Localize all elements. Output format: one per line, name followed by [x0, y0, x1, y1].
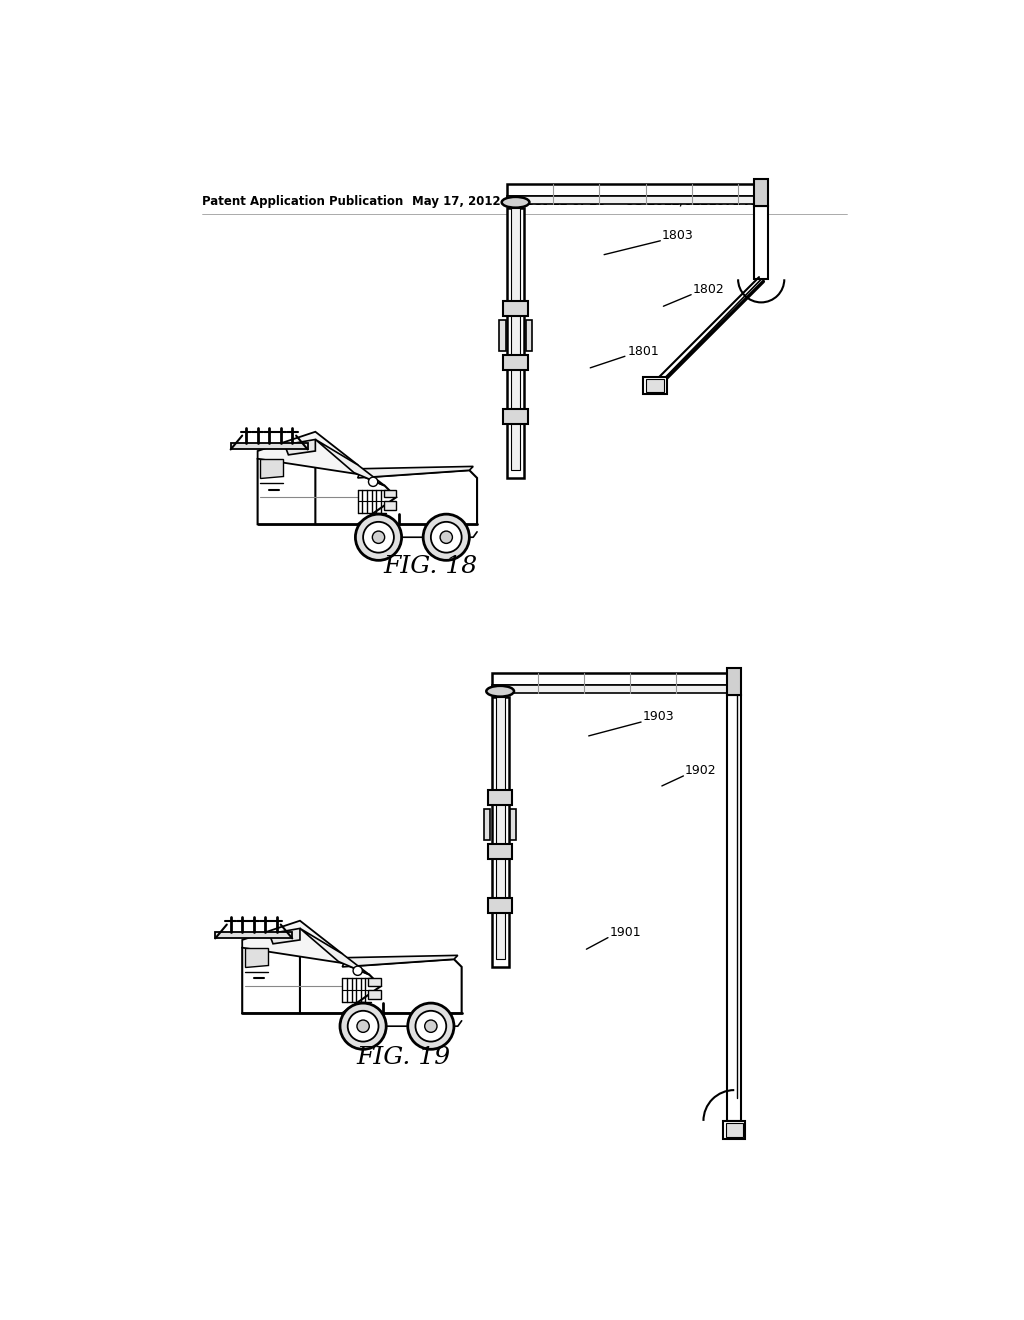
Text: 1802: 1802: [692, 284, 724, 296]
Polygon shape: [357, 466, 473, 478]
Polygon shape: [300, 928, 381, 1014]
Circle shape: [423, 513, 469, 560]
Text: Patent Application Publication: Patent Application Publication: [202, 194, 403, 207]
Circle shape: [369, 478, 378, 487]
Polygon shape: [357, 470, 477, 524]
Bar: [369, 978, 381, 986]
Polygon shape: [724, 1121, 745, 1139]
Bar: [487, 789, 512, 805]
Polygon shape: [315, 440, 396, 524]
Bar: [755, 180, 768, 206]
Bar: [507, 183, 755, 197]
Bar: [487, 843, 512, 859]
Ellipse shape: [486, 686, 514, 697]
Bar: [507, 197, 755, 203]
Circle shape: [425, 1020, 437, 1032]
Polygon shape: [285, 440, 315, 455]
Circle shape: [353, 966, 362, 975]
Bar: [215, 932, 292, 939]
Polygon shape: [269, 928, 300, 944]
Circle shape: [357, 1020, 370, 1032]
Circle shape: [431, 521, 462, 553]
Circle shape: [440, 531, 453, 544]
Bar: [727, 668, 741, 696]
Bar: [384, 490, 396, 498]
Bar: [525, 321, 531, 351]
Polygon shape: [258, 432, 357, 474]
Circle shape: [355, 513, 401, 560]
Polygon shape: [342, 960, 462, 1014]
Circle shape: [416, 1011, 446, 1041]
Text: 1801: 1801: [628, 345, 659, 358]
Bar: [507, 209, 524, 478]
Text: US 2012/0121072 A1: US 2012/0121072 A1: [625, 194, 762, 207]
Polygon shape: [643, 378, 667, 393]
Polygon shape: [342, 956, 458, 966]
Text: 1901: 1901: [609, 927, 641, 939]
Circle shape: [373, 531, 385, 544]
Text: 1902: 1902: [685, 764, 717, 777]
Bar: [384, 502, 396, 511]
Bar: [369, 990, 381, 999]
Circle shape: [408, 1003, 454, 1049]
Polygon shape: [258, 440, 357, 524]
Bar: [492, 697, 509, 966]
Bar: [511, 209, 520, 470]
Bar: [496, 697, 505, 960]
Polygon shape: [243, 928, 342, 1014]
Bar: [492, 673, 727, 685]
Bar: [503, 301, 528, 317]
Text: May 17, 2012  Sheet 12 of 26: May 17, 2012 Sheet 12 of 26: [412, 194, 605, 207]
Bar: [503, 409, 528, 424]
Polygon shape: [315, 440, 385, 486]
Text: 1803: 1803: [662, 230, 693, 243]
Bar: [230, 444, 307, 449]
Circle shape: [340, 1003, 386, 1049]
Polygon shape: [300, 928, 370, 974]
Polygon shape: [245, 948, 267, 966]
Bar: [500, 321, 506, 351]
Text: FIG. 19: FIG. 19: [356, 1045, 451, 1069]
Polygon shape: [726, 1123, 742, 1137]
Bar: [503, 355, 528, 370]
Circle shape: [348, 1011, 379, 1041]
Ellipse shape: [502, 197, 529, 207]
Bar: [727, 696, 741, 1121]
Circle shape: [364, 521, 394, 553]
Bar: [487, 898, 512, 913]
Text: 1903: 1903: [643, 710, 674, 723]
Bar: [510, 809, 516, 840]
Bar: [492, 685, 727, 693]
Polygon shape: [646, 379, 665, 392]
Polygon shape: [243, 921, 342, 964]
Text: FIG. 18: FIG. 18: [384, 554, 478, 578]
Polygon shape: [260, 459, 283, 478]
Bar: [755, 206, 768, 280]
Bar: [484, 809, 490, 840]
